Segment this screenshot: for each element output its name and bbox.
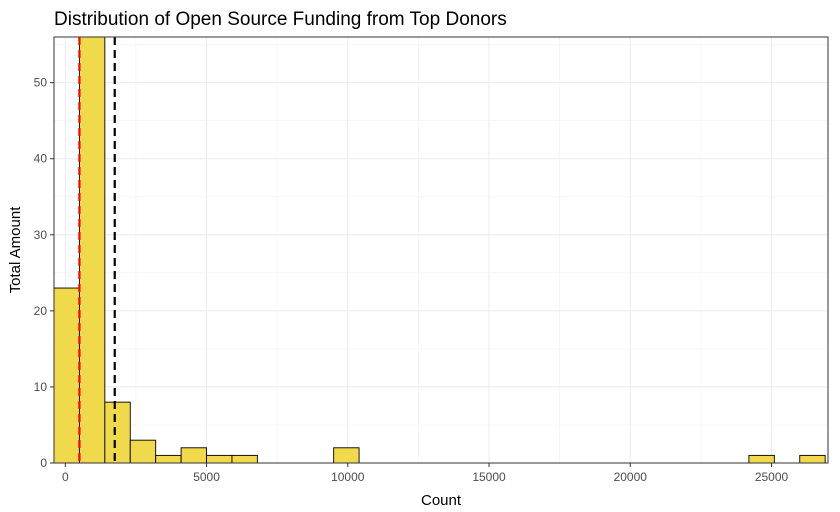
bars-layer — [53, 36, 826, 464]
histogram-bar — [231, 454, 258, 464]
y-axis-label: Total Amount — [7, 206, 24, 294]
panel-border — [53, 36, 829, 464]
y-tick-label: 10 — [34, 380, 48, 394]
x-axis-label: Count — [421, 492, 462, 509]
x-tick-label: 5000 — [193, 470, 220, 484]
y-tick-label: 30 — [34, 228, 48, 242]
x-tick-label: 25000 — [755, 470, 789, 484]
y-tick-label: 20 — [34, 304, 48, 318]
chart-title: Distribution of Open Source Funding from… — [54, 9, 507, 30]
histogram-bar — [155, 454, 182, 464]
histogram-bar — [104, 401, 131, 464]
x-tick-label: 15000 — [472, 470, 506, 484]
histogram-bar — [180, 447, 207, 464]
x-tick-label: 10000 — [331, 470, 365, 484]
y-tick-label: 40 — [34, 152, 48, 166]
x-tick-label: 0 — [62, 470, 69, 484]
histogram-bar — [799, 454, 826, 464]
y-tick-label: 0 — [40, 456, 47, 470]
histogram-bar — [129, 439, 157, 464]
reference-lines-layer — [78, 37, 116, 463]
histogram-bar — [53, 287, 80, 464]
histogram-bar — [206, 454, 233, 464]
histogram-bar — [748, 454, 775, 464]
axis-layer: 0 5000 10000 15000 20000 25000 0 10 20 30 40 50 — [34, 76, 789, 484]
histogram-bar — [333, 447, 360, 464]
y-tick-label: 50 — [34, 76, 48, 90]
grid-layer — [54, 37, 828, 464]
x-tick-label: 20000 — [614, 470, 648, 484]
histogram-bar — [78, 36, 106, 464]
